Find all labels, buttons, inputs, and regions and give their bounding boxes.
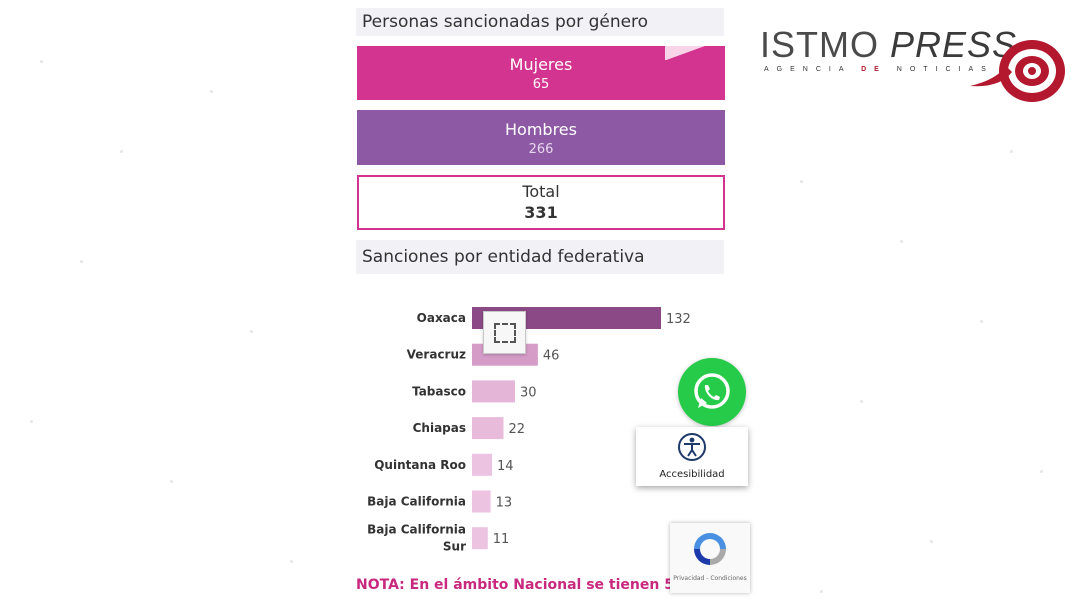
logo-wordmark: ISTMO PRESS (760, 24, 1017, 66)
gender-section-title: Personas sancionadas por género (356, 8, 724, 36)
bar-tabasco[interactable] (472, 380, 515, 403)
note-text: NOTA: En el ámbito Nacional se tienen 5 … (356, 577, 706, 593)
category-label: Veracruz (407, 348, 466, 362)
women-count-box: Mujeres 65 (357, 46, 725, 100)
logo-name-part2: PRESS (890, 24, 1018, 65)
logo-tagline-de: DE (861, 66, 887, 73)
category-label: Oaxaca (417, 311, 466, 325)
women-label: Mujeres (509, 55, 573, 74)
istmo-press-logo: ISTMO PRESS AGENCIA DE NOTICIAS (760, 24, 1072, 108)
whatsapp-button[interactable] (678, 358, 746, 426)
bar-chiapas[interactable] (472, 417, 504, 440)
value-label: 13 (496, 496, 513, 511)
whatsapp-icon (694, 373, 730, 409)
logo-tagline: AGENCIA DE NOTICIAS (764, 66, 994, 73)
value-label: 30 (520, 385, 537, 400)
category-label: Tabasco (412, 384, 466, 398)
men-count-box: Hombres 266 (357, 110, 725, 165)
accessibility-widget[interactable]: Accesibilidad (636, 427, 748, 486)
category-label: Baja California Sur (367, 523, 466, 554)
bar-quintana-roo[interactable] (472, 453, 493, 476)
men-label: Hombres (505, 120, 577, 139)
dashed-selection-box (493, 322, 516, 343)
value-label: 46 (543, 349, 560, 364)
women-value: 65 (532, 77, 550, 92)
bar-baja-california[interactable] (472, 490, 491, 513)
men-value: 266 (528, 142, 554, 157)
category-label: Chiapas (413, 421, 466, 435)
logo-tagline-part1: AGENCIA (764, 66, 852, 73)
value-label: 22 (509, 422, 526, 437)
accessibility-label: Accesibilidad (659, 469, 725, 480)
bar-baja-california-sur[interactable] (472, 527, 488, 550)
logo-swirl-icon (970, 40, 1065, 102)
logo-tagline-part2: NOTICIAS (896, 66, 994, 73)
value-label: 14 (497, 459, 514, 474)
value-label: 11 (493, 532, 510, 547)
total-label: Total (522, 182, 560, 201)
category-label: Baja California (367, 495, 466, 509)
women-box-highlight (665, 46, 725, 60)
logo-name-part1: ISTMO (760, 24, 879, 65)
total-count-box: Total 331 (357, 175, 725, 230)
recaptcha-links: Privacidad - Condiciones (673, 575, 747, 582)
value-label: 132 (666, 312, 691, 327)
recaptcha-badge[interactable]: Privacidad - Condiciones (670, 523, 750, 593)
selection-tool-icon[interactable] (483, 311, 526, 354)
category-label: Quintana Roo (374, 458, 466, 472)
sanctions-infographic: Personas sancionadas por género Mujeres … (356, 0, 726, 607)
state-section-title: Sanciones por entidad federativa (356, 240, 724, 274)
total-value: 331 (524, 203, 558, 222)
recaptcha-icon (694, 533, 726, 565)
accessibility-icon (678, 433, 706, 461)
